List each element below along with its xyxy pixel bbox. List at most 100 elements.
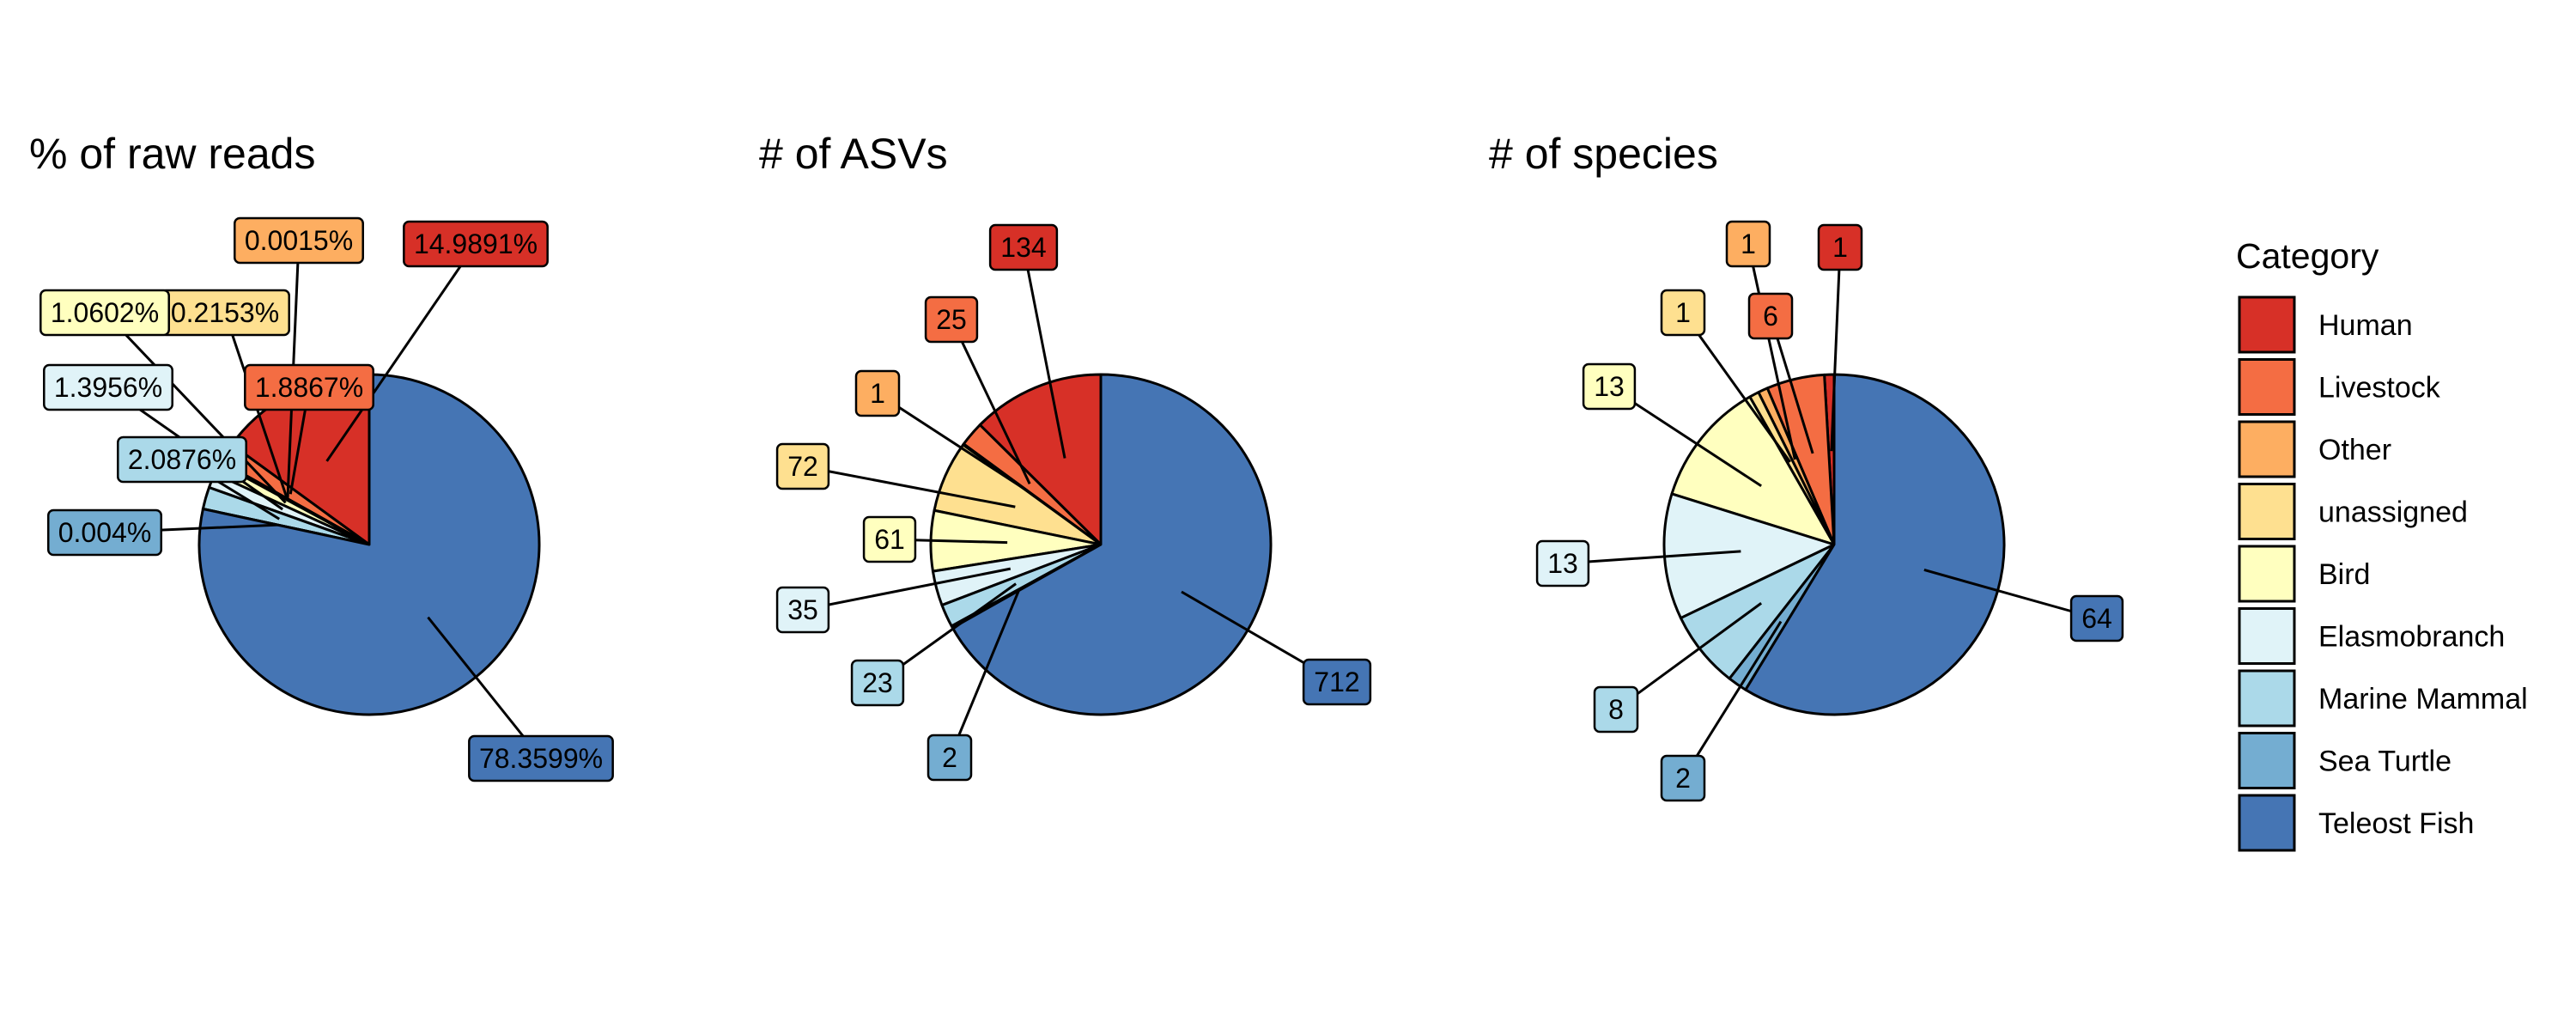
data-label-box	[117, 435, 247, 484]
data-label-text: 1.0602%	[51, 297, 159, 328]
legend-label: Bird	[2318, 558, 2370, 591]
data-label-of-asvs-other: 1	[854, 369, 901, 417]
data-label-of-raw-reads-sea-turtle: 0.004%	[46, 508, 163, 557]
leader-line-of-asvs-other	[877, 392, 1026, 491]
legend-item-marine-mammal: Marine Mammal	[2238, 669, 2528, 728]
data-label-of-raw-reads-livestock: 1.8867%	[244, 363, 374, 411]
data-label-box	[775, 442, 830, 490]
legend-label: Sea Turtle	[2318, 746, 2451, 778]
leader-line-of-species-human	[1830, 247, 1842, 452]
data-label-box	[1660, 289, 1706, 337]
legend-swatch	[2238, 732, 2296, 789]
data-label-text: 1.8867%	[255, 372, 363, 403]
data-label-of-asvs-bird: 61	[862, 515, 917, 563]
leader-line-of-species-unassigned	[1681, 312, 1791, 463]
slice-of-asvs-human	[978, 373, 1103, 546]
data-label-of-raw-reads-marine-mammal: 2.0876%	[117, 435, 247, 484]
pie-of-asvs	[929, 373, 1273, 716]
data-label-box	[244, 363, 374, 411]
data-label-box	[924, 295, 979, 344]
legend-item-unassigned: unassigned	[2238, 483, 2468, 540]
legend-swatch	[2238, 295, 2296, 354]
pie-of-species	[1662, 373, 2006, 716]
data-label-text: 78.3599%	[479, 743, 603, 774]
legend-swatch	[2238, 669, 2296, 728]
leader-line-of-asvs-elasmobranch	[802, 567, 1012, 612]
data-label-text: 1.3956%	[54, 372, 162, 403]
data-label-of-raw-reads-teleost-fish: 78.3599%	[468, 734, 614, 782]
data-label-text: 1	[1741, 228, 1756, 259]
leader-line-of-species-marine-mammal	[1615, 602, 1763, 711]
leader-line-of-asvs-human	[1022, 247, 1066, 459]
leader-line-of-species-sea-turtle	[1681, 620, 1783, 779]
legend-label: Marine Mammal	[2318, 683, 2528, 715]
data-label-text: 35	[787, 594, 818, 625]
legend-label: Elasmobranch	[2318, 621, 2505, 654]
legend-swatch	[2238, 358, 2296, 416]
data-label-box	[39, 289, 170, 337]
data-label-of-raw-reads-bird: 1.0602%	[39, 289, 170, 337]
data-label-box	[1660, 754, 1706, 802]
legend-label: Human	[2318, 309, 2413, 342]
data-label-text: 2	[942, 742, 957, 773]
data-label-of-asvs-sea-turtle: 2	[927, 734, 973, 782]
data-label-box	[1725, 220, 1771, 268]
data-label-of-species-human: 1	[1817, 223, 1863, 271]
data-label-box	[1535, 539, 1590, 588]
data-label-text: 1	[870, 378, 885, 409]
data-label-of-species-sea-turtle: 2	[1660, 754, 1706, 802]
data-label-text: 14.9891%	[414, 228, 538, 259]
data-label-box	[927, 734, 973, 782]
data-label-box	[988, 223, 1059, 271]
data-label-box	[1747, 292, 1794, 340]
leader-line-of-raw-reads-bird	[103, 311, 287, 504]
data-label-text: 72	[787, 451, 818, 482]
legend-item-other: Other	[2238, 420, 2391, 478]
legend-title: Category	[2236, 236, 2379, 276]
labels-group: 14.9891% 1.8867% 0.0015% 0.2153% 1.0602% 1.39…	[39, 216, 2124, 802]
legend-label: Livestock	[2318, 372, 2441, 405]
data-label-box	[854, 369, 901, 417]
legend: Category Human Livestock Other unassigned Bi…	[2236, 236, 2528, 852]
legend-swatch	[2238, 483, 2296, 540]
data-label-of-asvs-human: 134	[988, 223, 1059, 271]
data-label-box	[234, 216, 364, 265]
data-label-text: 2.0876%	[128, 444, 236, 475]
data-label-box	[862, 515, 917, 563]
data-label-of-raw-reads-human: 14.9891%	[403, 220, 549, 268]
leader-line-of-asvs-sea-turtle	[948, 589, 1021, 758]
data-label-of-asvs-elasmobranch: 35	[775, 586, 830, 634]
data-label-box	[2069, 594, 2124, 642]
legend-label: unassigned	[2318, 496, 2468, 529]
data-label-of-asvs-marine-mammal: 23	[850, 659, 905, 707]
legend-items: Human Livestock Other unassigned Bird Elasmob…	[2238, 295, 2528, 852]
slice-of-species-bird	[1670, 395, 1836, 546]
chart-title-asvs: # of ASVs	[759, 130, 948, 178]
data-label-text: 712	[1314, 667, 1359, 697]
data-label-of-species-livestock: 6	[1747, 292, 1794, 340]
legend-item-bird: Bird	[2238, 545, 2370, 603]
data-label-text: 134	[1000, 232, 1046, 263]
data-label-of-raw-reads-elasmobranch: 1.3956%	[43, 363, 173, 411]
data-label-of-raw-reads-unassigned: 0.2153%	[160, 289, 290, 337]
legend-swatch	[2238, 794, 2296, 852]
data-label-of-species-bird: 13	[1582, 362, 1637, 411]
data-label-of-species-unassigned: 1	[1660, 289, 1706, 337]
data-label-of-species-marine-mammal: 8	[1593, 685, 1639, 734]
legend-swatch	[2238, 545, 2296, 603]
legend-item-elasmobranch: Elasmobranch	[2238, 607, 2505, 665]
legend-swatch	[2238, 420, 2296, 478]
data-label-box	[43, 363, 173, 411]
data-label-text: 1	[1675, 297, 1691, 328]
data-label-text: 23	[862, 667, 893, 698]
pie-of-raw-reads	[197, 373, 541, 716]
leader-line-of-asvs-unassigned	[802, 465, 1016, 508]
data-label-text: 2	[1675, 763, 1691, 794]
chart-title-raw-reads: % of raw reads	[29, 130, 315, 178]
data-label-box	[1302, 658, 1372, 706]
data-label-text: 25	[936, 304, 967, 335]
data-label-of-species-elasmobranch: 13	[1535, 539, 1590, 588]
pies-group	[197, 373, 2006, 716]
